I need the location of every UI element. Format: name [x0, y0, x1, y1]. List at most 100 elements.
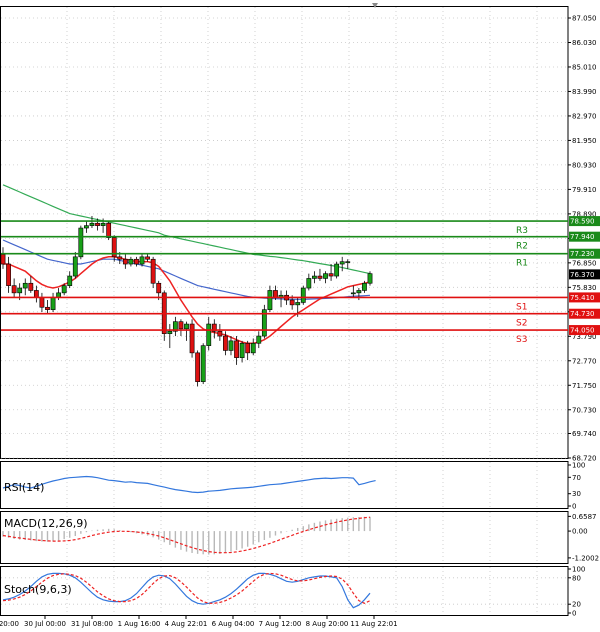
stoch-title: Stoch(9,6,3) [4, 583, 72, 596]
level-price-box-r1 [569, 248, 600, 259]
macd-signal-line [2, 516, 371, 554]
level-name-r2: R2 [516, 242, 528, 252]
candle-body [22, 282, 28, 289]
candle-body [139, 256, 145, 265]
level-price-label-s3: 74.050 [570, 327, 595, 335]
time-tick-label: 29 Jul 20:00 [0, 620, 19, 628]
price-tick-label: 68.720 [572, 455, 597, 463]
candle-body [306, 278, 312, 289]
candle-body [356, 290, 362, 294]
candle-body [267, 290, 273, 310]
current-price-box [569, 269, 600, 280]
macd-tick-label: 0.6587 [572, 513, 597, 521]
candle-body [150, 258, 156, 284]
time-tick-label: 11 Aug 22:01 [350, 620, 397, 628]
time-tick-label: 7 Aug 12:00 [259, 620, 302, 628]
price-tick-label: 73.790 [572, 333, 597, 341]
candle-body [328, 273, 334, 277]
candle-body [84, 225, 89, 229]
candle-body [78, 227, 84, 258]
price-tick-label: 82.970 [572, 112, 597, 120]
level-name-s3: S3 [516, 335, 527, 345]
candle-body [234, 340, 239, 358]
candle-body [295, 302, 301, 306]
candle-body [345, 261, 351, 263]
panel-frame-main [0, 6, 569, 459]
candle-body [362, 282, 367, 291]
level-name-s2: S2 [516, 319, 527, 329]
level-price-label-r1: 77.230 [570, 250, 595, 258]
candle-body [211, 323, 217, 332]
candle-body [89, 222, 95, 226]
candle-body [167, 330, 173, 334]
level-price-label-r3: 78.590 [570, 218, 595, 226]
candle-body [17, 287, 23, 294]
level-price-box-s3 [569, 325, 600, 336]
rsi-tick-label: 100 [572, 462, 585, 470]
price-tick-label: 78.890 [572, 210, 597, 218]
macd-tick-label: 0.00 [572, 528, 588, 536]
level-name-r1: R1 [516, 259, 528, 269]
candle-body [178, 321, 184, 330]
candle-body [33, 290, 39, 298]
price-tick-label: 71.750 [572, 382, 597, 390]
rsi-tick-label: 0 [572, 503, 576, 511]
time-tick-label: 30 Jul 00:00 [24, 620, 66, 628]
stoch-tick-label: 80 [572, 574, 581, 582]
time-tick-label: 8 Aug 20:00 [306, 620, 349, 628]
price-tick-label: 87.050 [572, 15, 597, 23]
price-tick-label: 70.730 [572, 406, 597, 414]
candle-body [250, 342, 256, 354]
candle-body [200, 345, 206, 382]
candle-body [350, 292, 356, 295]
current-price-label: 76.370 [570, 271, 595, 279]
panel-frame-rsi [0, 461, 569, 509]
candle-body [289, 299, 295, 306]
candle-body [95, 222, 100, 226]
level-price-box-r3 [569, 216, 600, 227]
candle-body [273, 290, 278, 298]
price-tick-label: 69.740 [572, 430, 597, 438]
candle-body [6, 263, 11, 286]
price-tick-label: 80.930 [572, 161, 597, 169]
candle-body [334, 263, 340, 277]
level-name-s1: S1 [516, 302, 527, 312]
level-name-r3: R3 [516, 226, 528, 236]
candle-body [261, 309, 267, 337]
candle-body [61, 285, 67, 294]
level-price-label-r2: 77.940 [570, 233, 595, 241]
candle-body [300, 287, 306, 303]
rsi-tick-label: 30 [572, 490, 581, 498]
candle-body [245, 342, 251, 354]
candle-body [323, 273, 328, 279]
candle-body [223, 335, 228, 351]
candle-body [128, 258, 134, 265]
price-tick-label: 85.010 [572, 63, 597, 71]
candle-body [72, 256, 78, 277]
level-price-box-s2 [569, 308, 600, 319]
candle-body [189, 323, 195, 354]
candle-body [106, 222, 112, 238]
time-tick-label: 1 Aug 16:00 [118, 620, 161, 628]
candle-body [228, 340, 234, 351]
candle-body [145, 256, 150, 260]
rsi-line [2, 475, 376, 494]
price-tick-label: 83.990 [572, 88, 597, 96]
candle-body [184, 323, 189, 330]
candle-body [50, 297, 56, 310]
moving-average-green [2, 184, 371, 275]
level-price-label-s1: 75.410 [570, 294, 595, 302]
stoch-tick-label: 100 [572, 566, 585, 574]
price-tick-label: 86.030 [572, 39, 597, 47]
candle-body [195, 352, 201, 382]
candle-body [206, 323, 212, 346]
candle-body [122, 258, 128, 265]
level-price-box-r2 [569, 231, 600, 242]
stoch-tick-label: 0 [572, 610, 576, 618]
level-price-box-s1 [569, 292, 600, 303]
level-price-label-s2: 74.730 [570, 310, 595, 318]
macd-tick-label: -1.2002 [572, 554, 599, 562]
stoch-tick-label: 20 [572, 601, 581, 609]
macd-title: MACD(12,26,9) [4, 517, 88, 530]
